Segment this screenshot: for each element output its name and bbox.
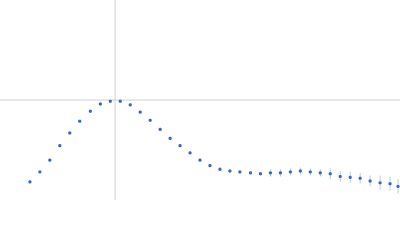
data-point — [328, 172, 332, 176]
data-point — [88, 109, 92, 113]
data-point — [158, 127, 162, 131]
data-point — [388, 182, 392, 186]
data-point — [178, 144, 182, 148]
data-point — [248, 171, 253, 175]
data-point — [118, 99, 122, 103]
data-point — [228, 169, 232, 173]
data-point — [318, 171, 322, 175]
data-point — [68, 131, 72, 135]
data-point — [58, 144, 62, 148]
data-point — [78, 119, 82, 123]
data-point — [28, 180, 32, 184]
data-point — [238, 170, 242, 174]
data-point — [128, 103, 132, 107]
data-point — [138, 110, 142, 114]
data-point — [396, 184, 400, 189]
data-point — [218, 167, 222, 171]
data-point — [308, 170, 312, 174]
data-point — [278, 171, 282, 175]
data-point — [258, 172, 263, 176]
data-point — [38, 170, 42, 174]
data-point — [348, 175, 352, 179]
chart — [0, 0, 400, 200]
data-point — [288, 170, 292, 174]
data-point — [48, 158, 52, 162]
data-point — [358, 176, 362, 180]
data-point — [188, 151, 192, 155]
data-point — [208, 163, 212, 168]
page: {"chart_data": {"type": "scatter", "x": … — [0, 0, 400, 200]
data-point — [108, 99, 112, 103]
data-point — [148, 118, 152, 122]
data-point — [298, 169, 302, 173]
data-point — [368, 179, 372, 183]
data-point — [378, 181, 382, 185]
data-point — [198, 158, 202, 162]
data-point — [338, 174, 342, 179]
data-point — [98, 102, 102, 106]
data-point — [268, 171, 273, 175]
data-point — [168, 136, 172, 141]
